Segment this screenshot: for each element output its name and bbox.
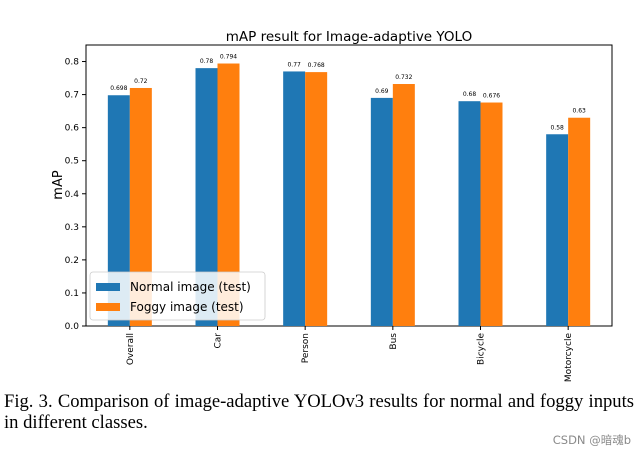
y-tick-label: 0.0 bbox=[65, 322, 80, 332]
y-tick-label: 0.3 bbox=[65, 223, 79, 233]
legend-label-foggy: Foggy image (test) bbox=[130, 300, 244, 314]
bar-value-labels: 0.698 0.72 0.78 0.794 0.77 0.768 0.69 0.732 0.68… bbox=[110, 54, 586, 132]
bar-value-label: 0.698 bbox=[110, 85, 127, 92]
bar-normal-person bbox=[283, 71, 306, 327]
bar-foggy-bicycle bbox=[480, 102, 503, 326]
y-tick-label: 0.4 bbox=[65, 190, 80, 200]
bar-value-label: 0.77 bbox=[287, 61, 301, 68]
legend: Normal image (test) Foggy image (test) bbox=[89, 271, 266, 321]
bar-foggy-motorcycle bbox=[568, 117, 591, 327]
bar-value-label: 0.676 bbox=[483, 93, 500, 100]
bars bbox=[107, 63, 591, 327]
chart-title: mAP result for Image-adaptive YOLO bbox=[226, 29, 472, 45]
bar-value-label: 0.78 bbox=[200, 58, 214, 65]
bar-value-label: 0.72 bbox=[134, 78, 148, 85]
x-tick-label: Person bbox=[301, 333, 311, 363]
y-tick-label: 0.2 bbox=[65, 256, 79, 266]
bar-value-label: 0.69 bbox=[375, 88, 389, 95]
bar-normal-bus bbox=[370, 97, 393, 326]
bar-normal-motorcycle bbox=[546, 134, 569, 326]
watermark: CSDN @暗魂b bbox=[552, 433, 631, 447]
bar-value-label: 0.794 bbox=[220, 54, 237, 61]
bar-normal-bicycle bbox=[458, 101, 481, 326]
y-tick-label: 0.1 bbox=[65, 289, 79, 299]
legend-swatch-foggy bbox=[96, 303, 120, 311]
y-axis-label: mAP bbox=[51, 170, 66, 200]
y-tick-label: 0.6 bbox=[65, 124, 80, 134]
x-tick-label: Bus bbox=[389, 333, 399, 350]
bar-value-label: 0.68 bbox=[463, 91, 477, 98]
y-tick-label: 0.7 bbox=[65, 91, 79, 101]
legend-label-normal: Normal image (test) bbox=[130, 280, 251, 294]
x-tick-label: Motorcycle bbox=[564, 333, 574, 383]
bar-chart: mAP result for Image-adaptive YOLO mAP 0… bbox=[51, 29, 613, 382]
x-tick-label: Overall bbox=[126, 333, 136, 365]
bar-foggy-overall bbox=[129, 87, 152, 326]
bar-foggy-person bbox=[305, 72, 328, 326]
bar-foggy-bus bbox=[392, 84, 415, 326]
figure-caption: Fig. 3. Comparison of image-adaptive YOL… bbox=[4, 391, 634, 433]
x-tick-label: Bicycle bbox=[477, 333, 487, 365]
bar-value-label: 0.63 bbox=[572, 108, 586, 115]
bar-value-label: 0.732 bbox=[395, 74, 412, 81]
y-tick-label: 0.8 bbox=[65, 58, 80, 68]
bar-normal-car bbox=[195, 68, 218, 326]
y-axis: 0.0 0.1 0.2 0.3 0.4 0.5 0.6 0.7 0.8 bbox=[65, 58, 86, 332]
plot-frame bbox=[85, 44, 613, 327]
bar-normal-overall bbox=[107, 95, 130, 326]
bar-foggy-car bbox=[217, 63, 240, 326]
y-tick-label: 0.5 bbox=[65, 157, 79, 167]
bar-value-label: 0.58 bbox=[550, 124, 564, 131]
bar-value-label: 0.768 bbox=[308, 62, 325, 69]
legend-box bbox=[89, 271, 266, 321]
x-tick-label: Car bbox=[214, 333, 224, 349]
legend-swatch-normal bbox=[96, 283, 120, 291]
x-axis: Overall Car Person Bus Bicycle Motorcycle bbox=[126, 326, 574, 382]
